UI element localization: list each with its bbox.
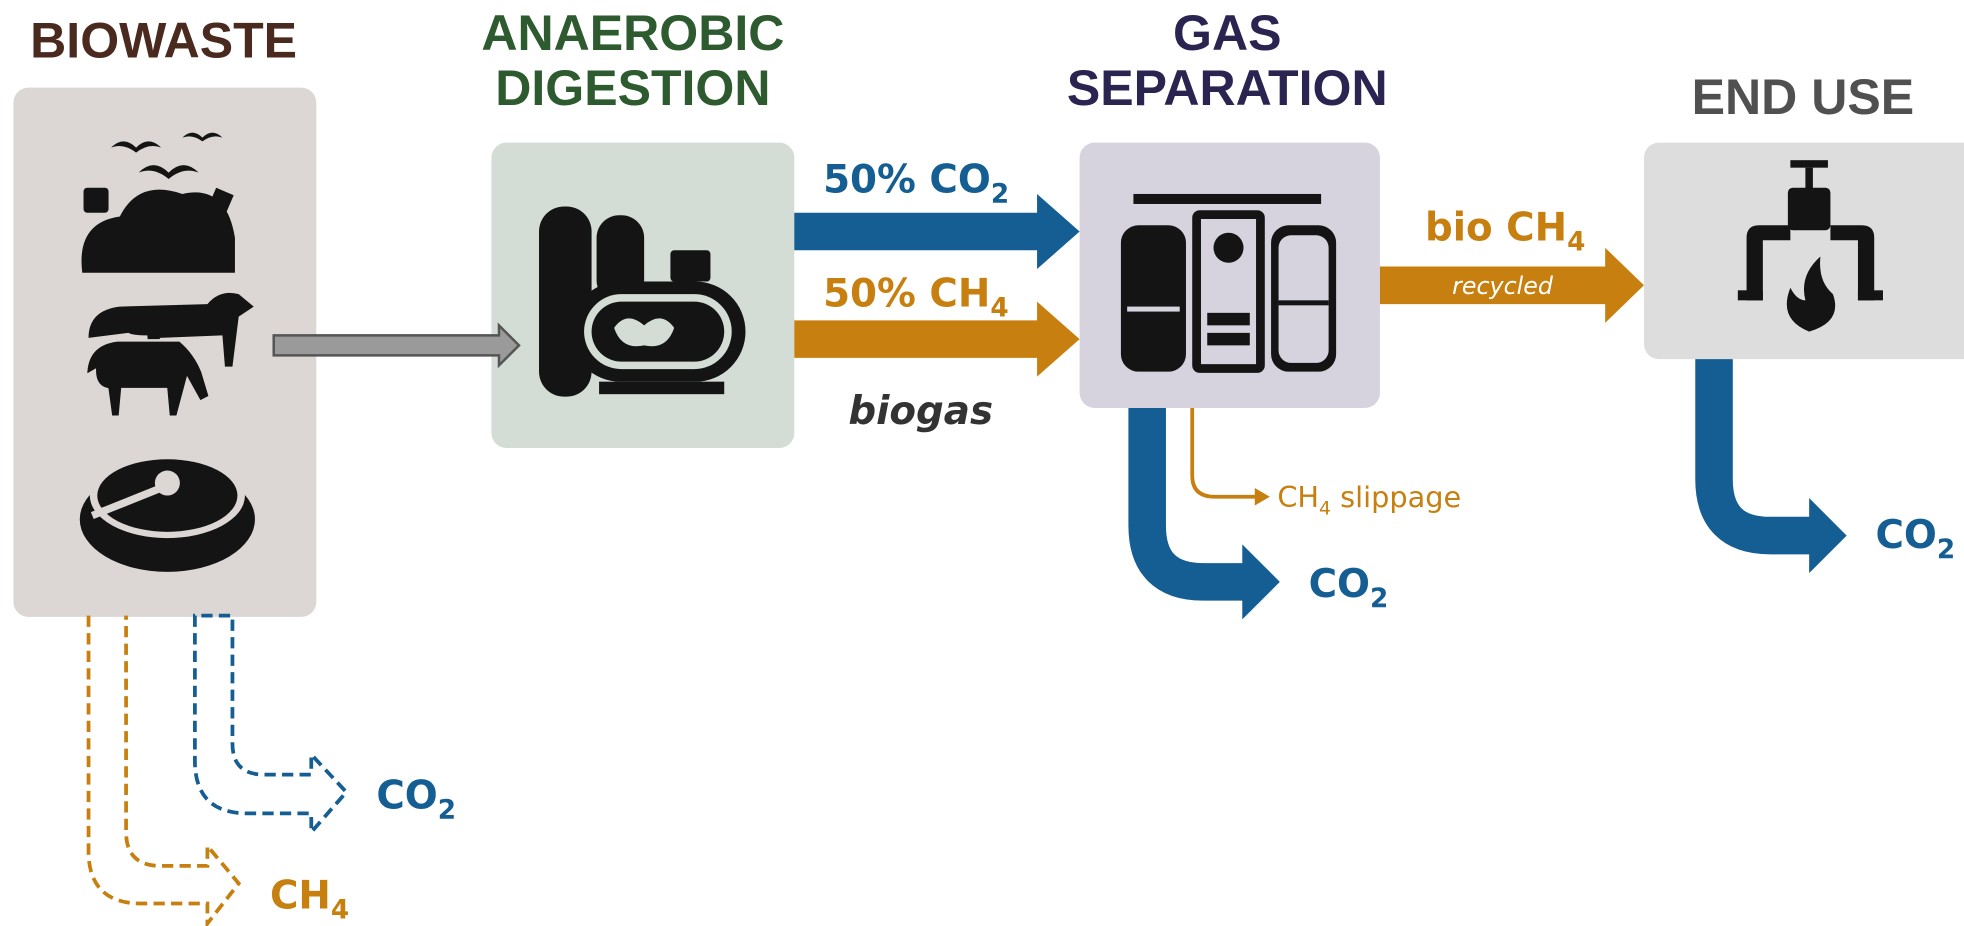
text-part: 50% CO <box>823 158 991 203</box>
slippage-label: CH4 slippage <box>1277 480 1461 520</box>
text-part: bio CH <box>1425 205 1567 250</box>
stage-title: BIOWASTE <box>30 13 297 69</box>
ch4-dashed-arrow <box>89 616 239 924</box>
text-part: 50% CH <box>823 272 990 317</box>
flow-label: 50% CH4 <box>823 272 1009 324</box>
stage-title: SEPARATION <box>1067 60 1388 116</box>
flow-label: CO2 <box>376 773 456 825</box>
text-part: slippage <box>1331 480 1461 514</box>
arrow-head <box>1255 488 1270 506</box>
slippage-arrow <box>1192 408 1257 497</box>
text-part: CH <box>270 873 331 918</box>
text-part: CO <box>376 773 437 818</box>
text-part: 2 <box>1937 535 1955 565</box>
recycled-label: recycled <box>1452 272 1554 300</box>
biogas-label: biogas <box>848 389 993 434</box>
biowaste-icons <box>80 133 255 572</box>
co2-end-arrow <box>1714 359 1813 535</box>
arrow-head <box>1242 544 1280 619</box>
text-part: 4 <box>1319 498 1331 519</box>
text-part: CH <box>1277 480 1319 514</box>
text-part: 4 <box>1567 227 1585 257</box>
flow-label: CH4 <box>270 873 349 925</box>
co2-dashed-arrow <box>195 616 346 832</box>
page: BIOWASTE ANAEROBIC DIGESTION GAS SEPARAT… <box>0 0 1964 926</box>
stage-title: GAS <box>1173 5 1281 61</box>
text-part: 4 <box>331 895 349 925</box>
flow-label: bio CH4 <box>1425 205 1585 257</box>
text-part: CO <box>1875 513 1936 558</box>
text-part: CO <box>1309 562 1370 607</box>
stage-title: ANAEROBIC <box>481 5 784 61</box>
stage-title: DIGESTION <box>495 60 770 116</box>
text-part: 2 <box>1370 584 1388 614</box>
flow-label: 50% CO2 <box>823 158 1009 210</box>
text-part: 2 <box>438 795 456 825</box>
flow-label: CO2 <box>1309 562 1389 614</box>
arrow-head <box>1809 498 1847 573</box>
text-part: 2 <box>991 180 1009 210</box>
flow-label: CO2 <box>1875 513 1955 565</box>
text-part: 4 <box>990 294 1008 324</box>
co2-arrow <box>794 194 1079 269</box>
stage-title: END USE <box>1692 69 1914 125</box>
diagram: BIOWASTE ANAEROBIC DIGESTION GAS SEPARAT… <box>0 0 1964 926</box>
